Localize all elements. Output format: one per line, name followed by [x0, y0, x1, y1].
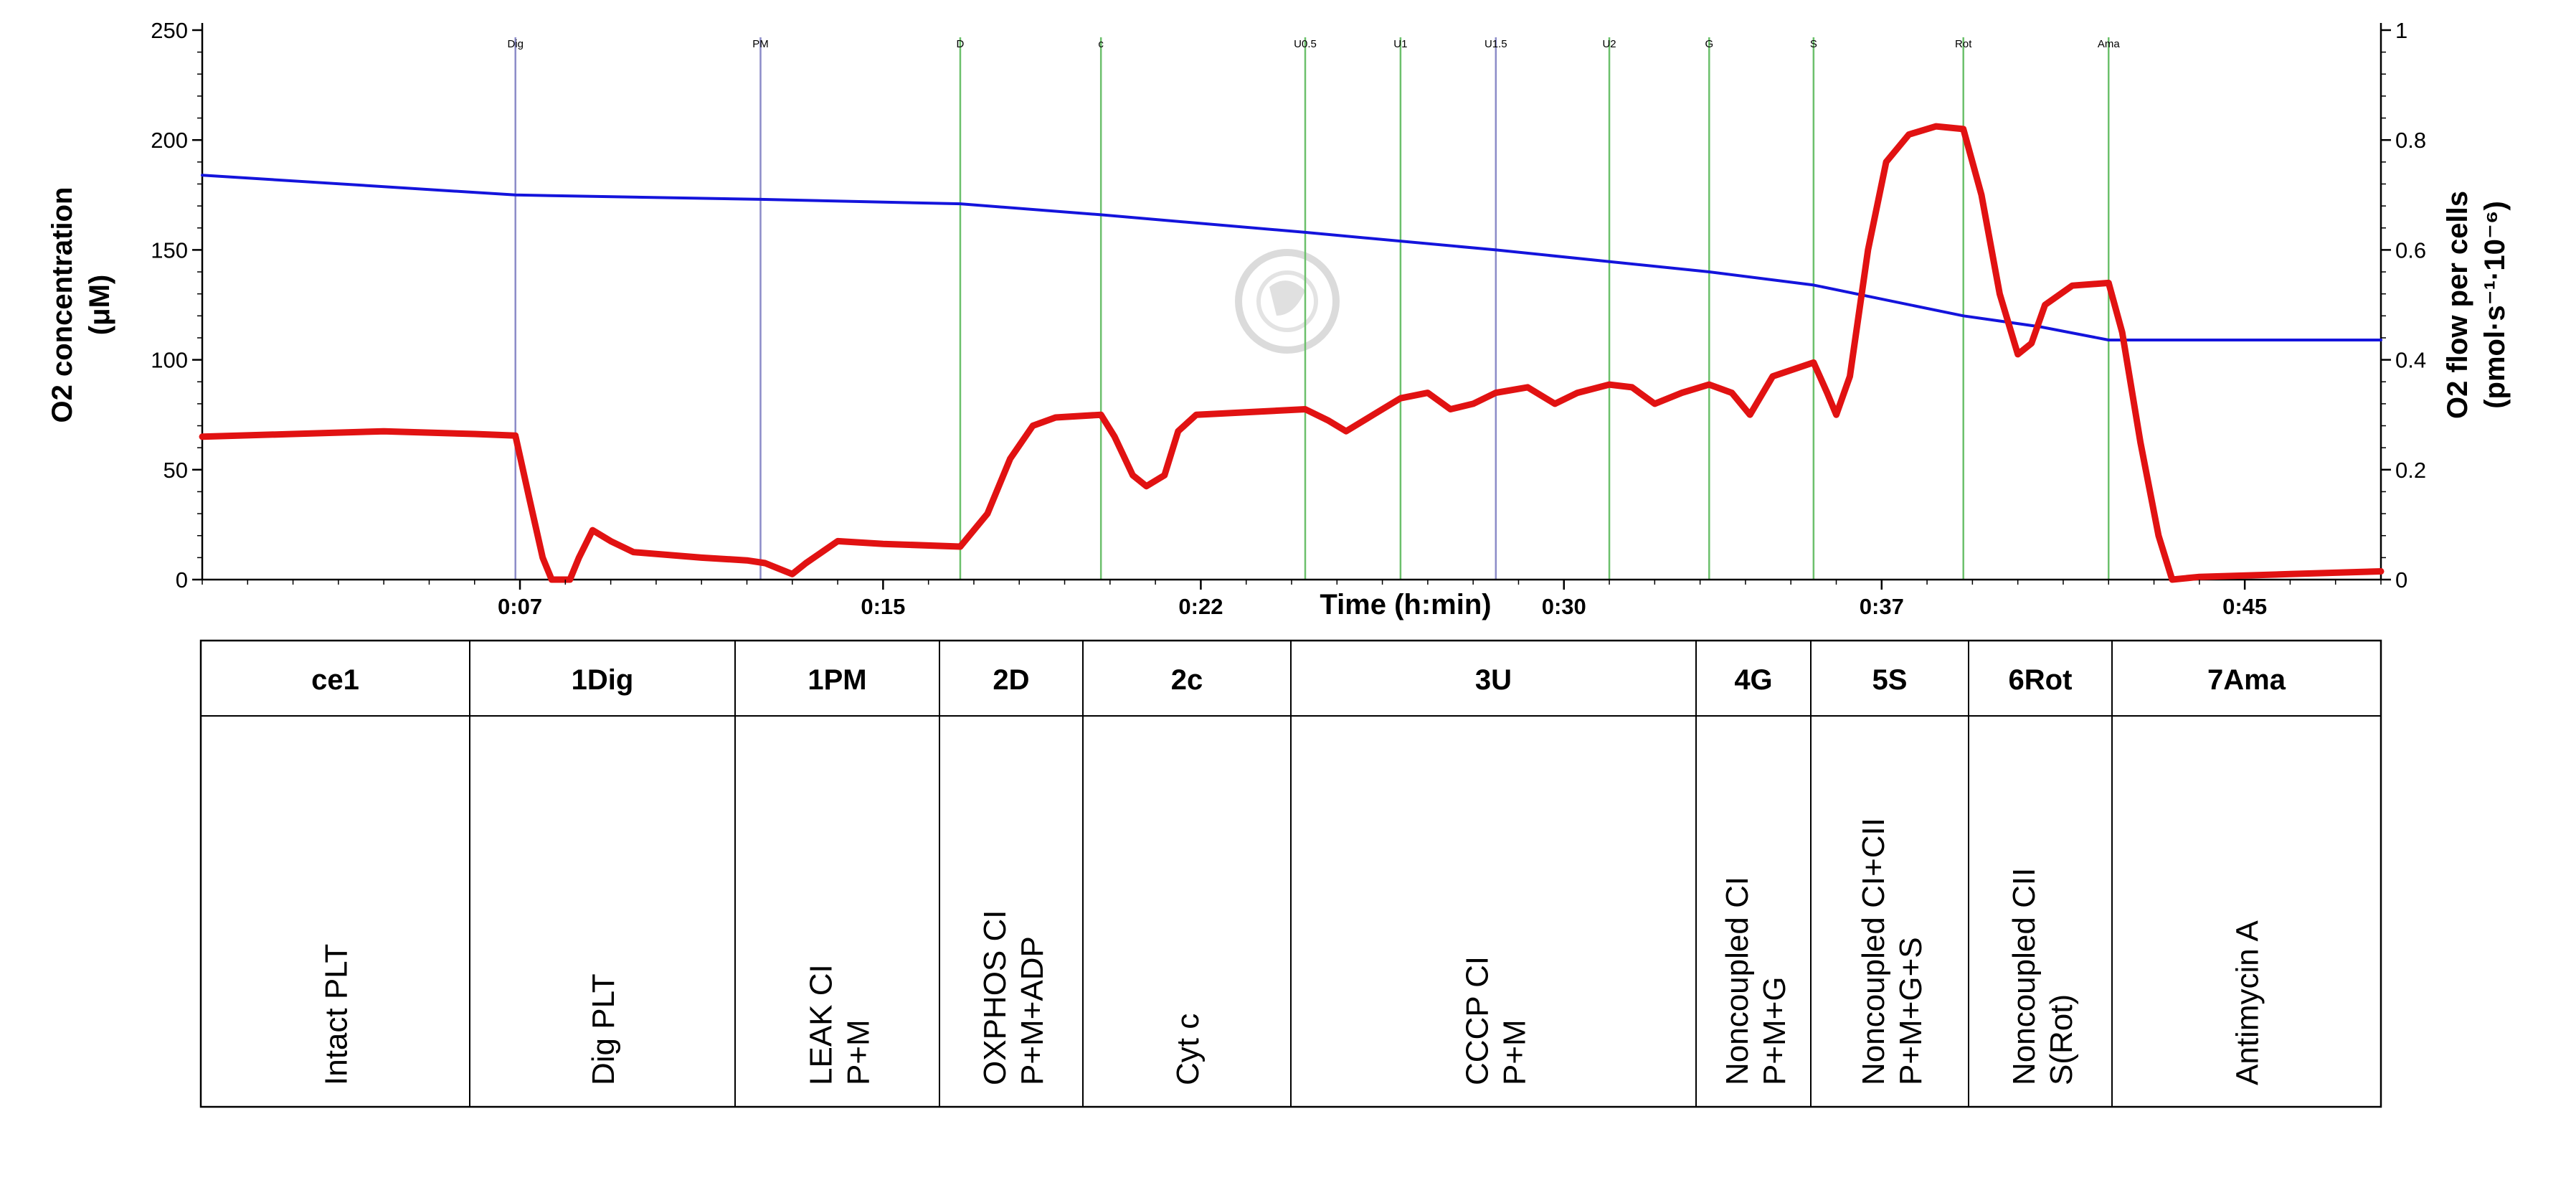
x-tick-label: 0:22 [1178, 594, 1223, 619]
protocol-description-line2: P+M [1497, 1019, 1533, 1085]
x-tick-label: 0:37 [1860, 594, 1904, 619]
x-tick-label: 0:07 [498, 594, 542, 619]
x-axis-title: Time (h:min) [1320, 589, 1491, 620]
event-marker-label: U1 [1393, 38, 1407, 50]
left-tick-label: 100 [151, 348, 188, 373]
x-tick-label: 0:30 [1542, 594, 1586, 619]
protocol-description-line1: Noncoupled CI [1720, 877, 1755, 1085]
right-tick-label: 0.2 [2395, 458, 2426, 483]
protocol-description-line1: OXPHOS CI [977, 910, 1013, 1086]
protocol-header-cell: 1Dig [572, 664, 634, 696]
event-marker-label: Dig [507, 38, 524, 50]
protocol-header-cell: 2D [993, 664, 1029, 696]
protocol-description-line2: P+M [841, 1019, 876, 1085]
x-tick-label: 0:45 [2222, 594, 2267, 619]
right-tick-label: 1 [2395, 18, 2407, 43]
protocol-description-line2: P+M+ADP [1015, 936, 1050, 1085]
left-axis-title-line1: O2 concentration [47, 187, 78, 423]
protocol-header-cell: 3U [1475, 664, 1512, 696]
left-tick-label: 50 [164, 458, 188, 483]
protocol-description-line1: Intact PLT [319, 944, 354, 1085]
event-marker-label: D [957, 38, 965, 50]
event-marker-label: U2 [1602, 38, 1616, 50]
protocol-description-line1: CCCP CI [1460, 956, 1495, 1085]
protocol-header-cell: 4G [1734, 664, 1772, 696]
left-axis-title-line2: (μM) [84, 275, 115, 335]
event-marker-label: PM [752, 38, 769, 50]
event-marker-label: U1.5 [1484, 38, 1507, 50]
protocol-header-cell: 2c [1171, 664, 1203, 696]
right-tick-label: 0.8 [2395, 128, 2426, 153]
event-marker-label: G [1705, 38, 1713, 50]
event-marker-label: Rot [1955, 38, 1972, 50]
left-axis-title: O2 concentration (μM) [47, 187, 115, 423]
protocol-description-line2: S(Rot) [2044, 994, 2079, 1085]
right-tick-label: 0.6 [2395, 237, 2426, 263]
right-axis-title-line2: (pmol·s⁻¹·10⁻⁶) [2479, 201, 2511, 409]
right-tick-label: 0 [2395, 567, 2407, 593]
watermark-logo [1235, 249, 1340, 354]
protocol-header-cell: 7Ama [2207, 664, 2286, 696]
left-tick-label: 200 [151, 128, 188, 153]
event-marker-label: Ama [2098, 38, 2121, 50]
right-axis-title-line1: O2 flow per cells [2442, 191, 2473, 419]
left-tick-label: 0 [176, 567, 188, 593]
event-marker-label: S [1810, 38, 1817, 50]
protocol-description-line2: P+M+G+S [1893, 937, 1928, 1085]
o2-flow-line [199, 123, 2385, 583]
right-tick-label: 0.4 [2395, 348, 2426, 373]
protocol-description-line1: Noncoupled CI+CII [1856, 818, 1891, 1085]
left-tick-label: 250 [151, 18, 188, 43]
protocol-header-cell: 5S [1872, 664, 1908, 696]
right-axis-title: O2 flow per cells (pmol·s⁻¹·10⁻⁶) [2442, 191, 2511, 419]
protocol-header-cell: 6Rot [2009, 664, 2073, 696]
left-tick-label: 150 [151, 237, 188, 263]
protocol-header-cell: ce1 [311, 664, 359, 696]
o2-concentration-line [201, 174, 2382, 341]
event-marker-label: c [1098, 38, 1104, 50]
protocol-description-line1: Antimycin A [2230, 920, 2265, 1085]
protocol-description-line1: Cyt c [1170, 1014, 1206, 1085]
event-marker-label: U0.5 [1294, 38, 1317, 50]
protocol-description-line1: LEAK CI [804, 964, 839, 1085]
protocol-description-line2: P+M+G [1757, 976, 1792, 1085]
protocol-description-line1: Noncoupled CII [2007, 868, 2042, 1085]
protocol-description-line1: Dig PLT [586, 973, 621, 1085]
protocol-header-cell: 1PM [808, 664, 866, 696]
x-tick-label: 0:15 [861, 594, 905, 619]
